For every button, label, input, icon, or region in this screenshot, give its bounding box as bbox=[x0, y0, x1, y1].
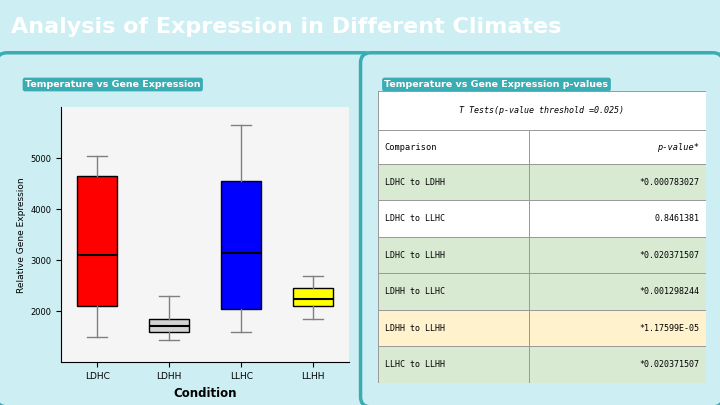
Text: LLHC to LLHH: LLHC to LLHH bbox=[384, 360, 444, 369]
Y-axis label: Relative Gene Expression: Relative Gene Expression bbox=[17, 177, 26, 293]
Text: *0.001298244: *0.001298244 bbox=[639, 287, 699, 296]
Text: LDHH to LLHH: LDHH to LLHH bbox=[384, 324, 444, 333]
Text: p-value*: p-value* bbox=[657, 143, 699, 152]
PathPatch shape bbox=[294, 288, 333, 306]
Text: Temperature vs Gene Expression: Temperature vs Gene Expression bbox=[25, 80, 200, 89]
Text: Comparison: Comparison bbox=[384, 143, 437, 152]
Text: T Tests(p-value threshold =0.025): T Tests(p-value threshold =0.025) bbox=[459, 106, 624, 115]
Bar bbox=[528, 237, 706, 273]
Bar bbox=[378, 237, 528, 273]
PathPatch shape bbox=[222, 181, 261, 309]
Bar bbox=[378, 130, 528, 164]
Text: LDHC to LLHC: LDHC to LLHC bbox=[384, 214, 444, 223]
Bar bbox=[378, 200, 528, 237]
Text: *1.17599E-05: *1.17599E-05 bbox=[639, 324, 699, 333]
Bar bbox=[378, 273, 528, 310]
Text: *0.020371507: *0.020371507 bbox=[639, 360, 699, 369]
Bar bbox=[528, 200, 706, 237]
Bar bbox=[378, 346, 528, 383]
Text: 0.8461381: 0.8461381 bbox=[654, 214, 699, 223]
Text: LDHH to LLHC: LDHH to LLHC bbox=[384, 287, 444, 296]
Bar bbox=[378, 310, 528, 346]
X-axis label: Condition: Condition bbox=[174, 387, 237, 400]
Text: Analysis of Expression in Different Climates: Analysis of Expression in Different Clim… bbox=[11, 17, 561, 37]
Text: *0.000783027: *0.000783027 bbox=[639, 178, 699, 187]
Bar bbox=[528, 346, 706, 383]
FancyBboxPatch shape bbox=[0, 53, 374, 405]
Text: LDHC to LLHH: LDHC to LLHH bbox=[384, 251, 444, 260]
Text: LDHC to LDHH: LDHC to LDHH bbox=[384, 178, 444, 187]
Bar bbox=[378, 164, 528, 200]
Text: *0.020371507: *0.020371507 bbox=[639, 251, 699, 260]
Bar bbox=[528, 273, 706, 310]
Bar bbox=[528, 130, 706, 164]
Text: Temperature vs Gene Expression p-values: Temperature vs Gene Expression p-values bbox=[384, 80, 608, 89]
Bar bbox=[528, 164, 706, 200]
Bar bbox=[528, 310, 706, 346]
FancyBboxPatch shape bbox=[361, 53, 720, 405]
PathPatch shape bbox=[150, 319, 189, 332]
PathPatch shape bbox=[78, 176, 117, 306]
Bar bbox=[378, 91, 706, 130]
